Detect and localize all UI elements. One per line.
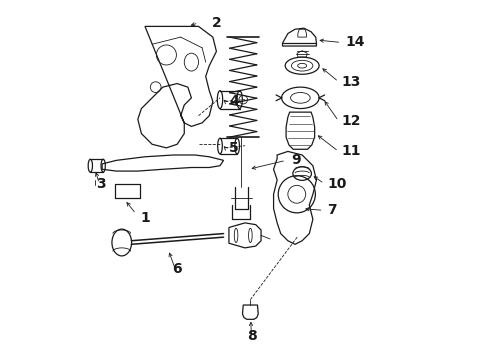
Text: 7: 7 [327,203,337,217]
Text: 4: 4 [229,94,239,108]
Text: 6: 6 [172,262,182,276]
Text: 1: 1 [140,211,150,225]
Text: 10: 10 [327,176,346,190]
Text: 14: 14 [345,36,365,49]
Text: 12: 12 [342,114,361,128]
Text: 2: 2 [212,16,221,30]
Text: 8: 8 [247,329,257,343]
Text: 3: 3 [97,176,106,190]
Text: 5: 5 [229,141,239,155]
Text: 11: 11 [342,144,361,158]
Text: 13: 13 [342,75,361,89]
Text: 9: 9 [292,153,301,167]
